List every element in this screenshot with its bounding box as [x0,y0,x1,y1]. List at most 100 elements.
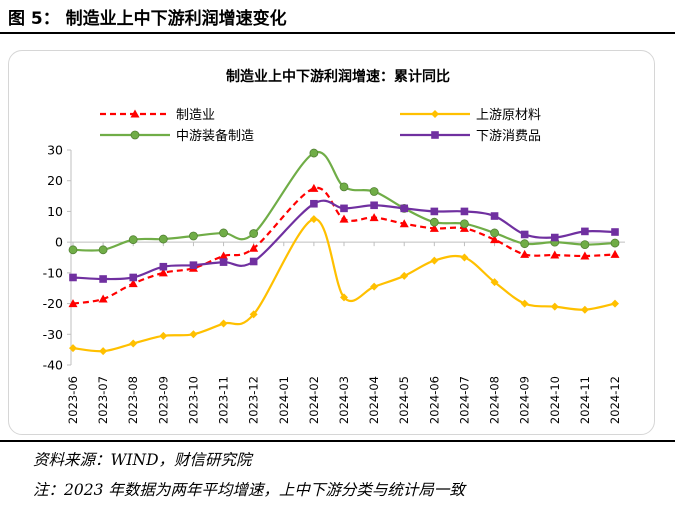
y-tick-label: 0 [55,235,63,250]
data-point [400,271,409,280]
x-tick-label: 2024-05 [397,376,411,424]
data-point [431,110,439,118]
data-point [128,279,138,288]
data-point [460,207,469,216]
data-point [249,310,258,319]
data-point [129,339,138,348]
x-tick-label: 2024-12 [608,376,622,424]
data-point [490,278,499,287]
x-tick-label: 2024-07 [457,376,471,424]
data-point [429,217,439,227]
data-point [309,215,318,224]
data-point [68,299,78,308]
legend-label: 制造业 [176,108,215,123]
x-tick-label: 2024-06 [427,376,441,424]
chart-title: 制造业上中下游利润增速：累计同比 [226,68,450,85]
x-tick-label: 2024-11 [578,376,592,424]
data-point [610,238,620,248]
data-point [309,183,319,192]
y-tick-label: -40 [43,358,63,373]
data-point [550,233,559,242]
data-point [429,223,439,232]
data-point [430,207,439,216]
data-point [340,204,348,213]
data-point [69,273,77,282]
data-point [69,344,77,353]
data-point [490,235,500,244]
x-tick-label: 2024-02 [307,376,321,424]
chart-frame [8,50,655,435]
x-tick-label: 2023-10 [186,376,200,424]
data-point [130,130,140,140]
data-point [158,234,168,244]
x-tick-label: 2024-10 [548,376,562,424]
x-tick-label: 2023-11 [217,376,231,424]
legend-label: 下游消费品 [476,129,541,144]
data-point [309,148,319,158]
data-point [399,219,409,228]
data-point [490,212,499,220]
x-tick-label: 2023-08 [126,376,140,424]
legend-entry: 下游消费品 [400,129,541,144]
y-tick-label: 30 [47,143,63,158]
legend-entry: 制造业 [100,108,215,123]
data-point [189,261,198,269]
footnote: 注：2023 年数据为两年平均增速，上中下游分类与统计局一致 [33,481,465,499]
data-point [68,245,78,255]
data-point [400,204,409,213]
x-tick-label: 2023-12 [247,376,261,424]
y-tick-label: 20 [47,173,63,188]
data-point [159,262,168,271]
data-point [581,227,589,236]
data-point [611,299,619,308]
x-tick-label: 2024-03 [337,376,351,424]
data-point [98,294,108,303]
data-point [520,239,530,249]
x-tick-label: 2024-08 [488,376,502,424]
y-tick-label: -30 [43,327,63,342]
x-tick-label: 2023-09 [156,376,170,424]
x-tick-label: 2024-09 [518,376,532,424]
data-point [520,230,529,239]
legend-entry: 中游装备制造 [100,128,254,144]
series-triangle [68,183,620,308]
data-point [520,299,529,308]
data-point [550,302,559,311]
data-point [219,258,228,266]
data-point [370,201,378,210]
data-point [310,199,318,208]
data-point [130,109,140,118]
x-tick-label: 2023-07 [96,376,110,424]
data-point [610,249,620,258]
data-point [550,250,560,259]
data-point [249,229,259,238]
data-point [340,293,348,302]
data-point [99,347,108,356]
figure-title: 图 5： 制造业上中下游利润增速变化 [8,9,287,29]
series-diamond [69,215,619,356]
data-point [580,305,589,314]
data-point [460,253,469,262]
series-square [69,199,619,283]
data-point [249,257,258,266]
legend-label: 中游装备制造 [176,128,254,144]
data-point [580,251,590,260]
bottom-rule [0,440,675,442]
data-point [189,231,198,241]
data-point [339,182,349,192]
data-point [129,273,138,282]
source-note: 资料来源：WIND，财信研究院 [33,451,252,469]
data-point [128,235,138,245]
data-point [249,243,259,252]
data-point [158,268,168,277]
y-tick-label: -20 [43,296,63,311]
data-point [611,228,619,236]
data-point [490,228,499,238]
y-tick-label: -10 [43,265,63,280]
data-point [430,256,439,265]
data-point [370,282,379,291]
data-point [520,249,530,258]
x-tick-label: 2023-06 [66,376,80,424]
x-tick-label: 2024-04 [367,376,381,424]
data-point [431,131,439,139]
